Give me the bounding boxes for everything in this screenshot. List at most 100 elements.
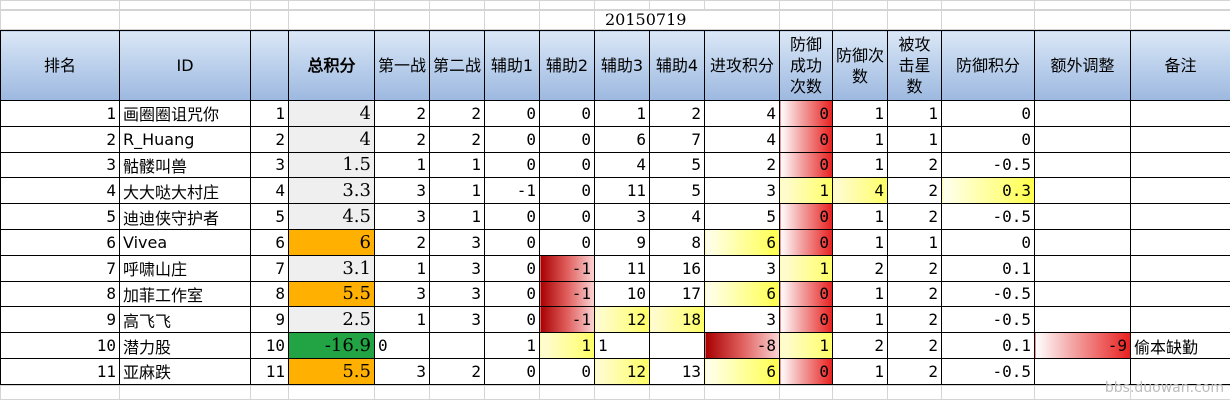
battle-2-cell[interactable]: 1: [429, 203, 485, 230]
assist-2-cell[interactable]: 0: [539, 203, 595, 230]
header-defense-success[interactable]: 防御成功次数: [779, 30, 833, 101]
assist-1-cell[interactable]: 1: [484, 332, 540, 359]
assist-4-cell[interactable]: 17: [649, 280, 705, 308]
defense-count-cell[interactable]: 2: [832, 332, 888, 359]
index-cell[interactable]: 8: [250, 280, 289, 308]
header-assist-3[interactable]: 辅助3: [594, 30, 650, 101]
assist-3-cell[interactable]: 12: [594, 306, 650, 334]
grid-cell[interactable]: [374, 385, 430, 400]
stars-attacked-cell[interactable]: 2: [887, 280, 942, 308]
grid-cell[interactable]: [484, 385, 540, 400]
battle-2-cell[interactable]: [429, 332, 485, 359]
grid-cell[interactable]: [119, 9, 251, 30]
defense-success-cell[interactable]: 0: [779, 357, 833, 385]
stars-attacked-cell[interactable]: 2: [887, 254, 942, 282]
id-cell[interactable]: 潜力股: [119, 332, 251, 359]
grid-cell[interactable]: [0, 9, 120, 30]
note-cell[interactable]: [1130, 228, 1230, 256]
grid-cell[interactable]: [1130, 9, 1230, 30]
grid-cell[interactable]: [832, 385, 888, 400]
assist-3-cell[interactable]: 9: [594, 228, 650, 256]
grid-cell[interactable]: [119, 385, 251, 400]
rank-cell[interactable]: 1: [0, 100, 120, 127]
date-label[interactable]: 20150719: [594, 9, 780, 30]
note-cell[interactable]: [1130, 280, 1230, 308]
rank-cell[interactable]: 3: [0, 151, 120, 179]
assist-4-cell[interactable]: 13: [649, 357, 705, 385]
index-cell[interactable]: 5: [250, 203, 289, 230]
total-score-cell[interactable]: 6: [288, 228, 375, 256]
note-cell[interactable]: [1130, 306, 1230, 334]
assist-3-cell[interactable]: 4: [594, 151, 650, 179]
grid-cell[interactable]: [484, 9, 540, 30]
extra-adjust-cell[interactable]: [1034, 125, 1131, 153]
index-cell[interactable]: 6: [250, 228, 289, 256]
assist-1-cell[interactable]: 0: [484, 125, 540, 153]
grid-cell[interactable]: [288, 9, 375, 30]
index-cell[interactable]: 1: [250, 100, 289, 127]
grid-cell[interactable]: [779, 9, 833, 30]
header-stars-attacked[interactable]: 被攻击星数: [887, 30, 942, 101]
header-id[interactable]: ID: [119, 30, 251, 101]
assist-3-cell[interactable]: 6: [594, 125, 650, 153]
extra-adjust-cell[interactable]: [1034, 306, 1131, 334]
header-battle-1[interactable]: 第一战: [374, 30, 430, 101]
total-score-cell[interactable]: 3.1: [288, 254, 375, 282]
defense-count-cell[interactable]: 1: [832, 228, 888, 256]
header-battle-2[interactable]: 第二战: [429, 30, 485, 101]
id-cell[interactable]: Vivea: [119, 228, 251, 256]
note-cell[interactable]: [1130, 151, 1230, 179]
defense-count-cell[interactable]: 1: [832, 125, 888, 153]
total-score-cell[interactable]: 4: [288, 125, 375, 153]
grid-cell[interactable]: [941, 9, 1035, 30]
id-cell[interactable]: R_Huang: [119, 125, 251, 153]
defense-score-cell[interactable]: -0.5: [941, 280, 1035, 308]
defense-score-cell[interactable]: 0: [941, 100, 1035, 127]
battle-2-cell[interactable]: 3: [429, 306, 485, 334]
extra-adjust-cell[interactable]: [1034, 100, 1131, 127]
battle-1-cell[interactable]: 0: [374, 332, 430, 359]
defense-score-cell[interactable]: -0.5: [941, 203, 1035, 230]
assist-1-cell[interactable]: -1: [484, 177, 540, 205]
note-cell[interactable]: [1130, 203, 1230, 230]
assist-1-cell[interactable]: 0: [484, 357, 540, 385]
stars-attacked-cell[interactable]: 2: [887, 357, 942, 385]
stars-attacked-cell[interactable]: 2: [887, 203, 942, 230]
rank-cell[interactable]: 4: [0, 177, 120, 205]
attack-score-cell[interactable]: 3: [704, 306, 780, 334]
defense-success-cell[interactable]: 0: [779, 100, 833, 127]
grid-cell[interactable]: [779, 385, 833, 400]
assist-3-cell[interactable]: 11: [594, 254, 650, 282]
note-cell[interactable]: [1130, 177, 1230, 205]
extra-adjust-cell[interactable]: -9: [1034, 332, 1131, 359]
defense-count-cell[interactable]: 1: [832, 357, 888, 385]
attack-score-cell[interactable]: 3: [704, 177, 780, 205]
index-cell[interactable]: 2: [250, 125, 289, 153]
id-cell[interactable]: 迪迪侠守护者: [119, 203, 251, 230]
grid-cell[interactable]: [429, 9, 485, 30]
assist-4-cell[interactable]: [649, 332, 705, 359]
grid-cell[interactable]: [649, 385, 705, 400]
battle-1-cell[interactable]: 3: [374, 203, 430, 230]
battle-1-cell[interactable]: 3: [374, 280, 430, 308]
total-score-cell[interactable]: -16.9: [288, 332, 375, 359]
assist-3-cell[interactable]: 10: [594, 280, 650, 308]
battle-1-cell[interactable]: 2: [374, 125, 430, 153]
grid-cell[interactable]: [539, 9, 595, 30]
assist-2-cell[interactable]: -1: [539, 280, 595, 308]
extra-adjust-cell[interactable]: [1034, 228, 1131, 256]
defense-success-cell[interactable]: 0: [779, 151, 833, 179]
stars-attacked-cell[interactable]: 2: [887, 332, 942, 359]
battle-1-cell[interactable]: 1: [374, 306, 430, 334]
header-index[interactable]: [250, 30, 289, 101]
assist-2-cell[interactable]: 1: [539, 332, 595, 359]
grid-cell[interactable]: [832, 9, 888, 30]
grid-cell[interactable]: [539, 385, 595, 400]
assist-2-cell[interactable]: 0: [539, 125, 595, 153]
assist-1-cell[interactable]: 0: [484, 203, 540, 230]
defense-count-cell[interactable]: 1: [832, 100, 888, 127]
battle-1-cell[interactable]: 1: [374, 254, 430, 282]
defense-score-cell[interactable]: -0.5: [941, 151, 1035, 179]
defense-success-cell[interactable]: 0: [779, 280, 833, 308]
total-score-cell[interactable]: 5.5: [288, 357, 375, 385]
